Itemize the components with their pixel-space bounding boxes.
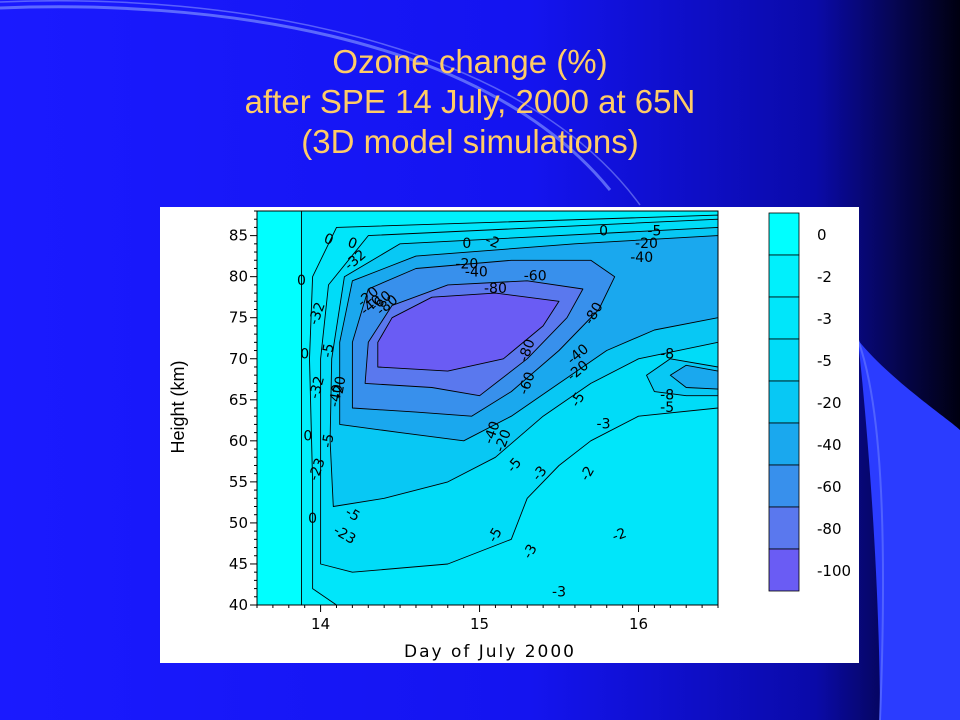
slide-corner-highlight: [857, 339, 885, 720]
contour-label: -5: [647, 224, 661, 240]
colorbar-label: -5: [817, 352, 832, 370]
x-tick-label: 16: [629, 615, 648, 633]
contour-label: -8: [660, 388, 674, 404]
contour-label: -8: [660, 347, 674, 363]
colorbar: 0 -2 -3 -5 -20 -40 -60 -80 -100: [768, 212, 851, 592]
y-tick-label: 40: [229, 596, 248, 614]
contour-label: -40: [481, 419, 504, 446]
y-tick-label: 80: [229, 268, 248, 286]
y-tick-label: 85: [229, 227, 248, 245]
contour-label: 0: [303, 429, 312, 445]
contour-label: -40: [465, 265, 488, 281]
colorbar-label: -100: [817, 562, 851, 580]
contour-label: 0: [300, 347, 309, 363]
contour-label: -20: [455, 256, 478, 272]
contour-label: -60: [516, 370, 539, 397]
contour-label: -32: [306, 300, 329, 327]
colorbar-label: -3: [817, 310, 832, 328]
contour-label: -3: [552, 585, 566, 601]
contour-label: 0: [462, 236, 471, 252]
contour-label: -23: [306, 456, 329, 483]
colorbar-label: -2: [817, 268, 832, 286]
colorbar-swatch: [768, 338, 800, 382]
colorbar-swatch: [768, 380, 800, 424]
contour-label: -2: [483, 232, 502, 252]
plot-area: [257, 211, 718, 605]
contour-label: -40: [630, 250, 653, 266]
title-line-1: Ozone change (%): [332, 43, 608, 80]
colorbar-swatch: [768, 254, 800, 298]
y-tick-label: 55: [229, 473, 248, 491]
slide-corner-shape: [858, 340, 960, 720]
x-tick-label: 15: [470, 615, 489, 633]
contour-label: -5: [568, 390, 589, 410]
contour-label: 0: [297, 273, 306, 289]
colorbar-label: -40: [817, 436, 842, 454]
colorbar-swatch: [768, 548, 800, 592]
colorbar-swatch: [768, 506, 800, 550]
contour-label: -60: [524, 269, 547, 285]
contour-label: -20: [492, 427, 515, 454]
y-tick-label: 65: [229, 391, 248, 409]
contour-label: 0: [599, 224, 608, 240]
contour-label: -2: [577, 464, 598, 484]
y-axis: 40 45 50 55 60 65 70 75 80 85: [229, 210, 257, 614]
x-axis-label: Day of July 2000: [404, 642, 576, 662]
colorbar-label: 0: [817, 226, 827, 244]
contour-label: -40: [327, 383, 347, 408]
contour-label: -5: [319, 342, 337, 359]
colorbar-label: -60: [817, 478, 842, 496]
contour-region: [377, 292, 560, 372]
contour-label: -3: [520, 542, 541, 562]
contour-label: -80: [484, 281, 507, 297]
x-tick-label: 14: [311, 615, 330, 633]
contour-chart: 0 0 0 0 0 0 -32 -32 -32 -5 -5 -23 -5 -23 -20 -40 -20 -40-…: [160, 207, 859, 663]
colorbar-swatch: [768, 296, 800, 340]
y-tick-label: 70: [229, 350, 248, 368]
contour-label: -80: [516, 337, 539, 364]
contour-label: -32: [307, 374, 328, 400]
y-axis-label: Height (km): [168, 360, 188, 453]
colorbar-swatch: [768, 422, 800, 466]
slide-title: Ozone change (%) after SPE 14 July, 2000…: [0, 42, 940, 162]
title-line-3: (3D model simulations): [301, 123, 639, 160]
contour-label: -3: [597, 416, 611, 432]
contour-label: -5: [342, 504, 362, 525]
contour-label: -5: [319, 433, 337, 450]
title-line-2: after SPE 14 July, 2000 at 65N: [244, 83, 696, 120]
contour-label: -5: [485, 525, 506, 545]
y-tick-label: 45: [229, 555, 248, 573]
y-tick-label: 50: [229, 514, 248, 532]
contour-region: [669, 364, 718, 390]
y-tick-label: 75: [229, 309, 248, 327]
contour-label: -20: [635, 236, 658, 252]
contour-label: -2: [610, 525, 629, 545]
colorbar-swatch: [768, 464, 800, 508]
contour-label: 0: [308, 511, 317, 527]
colorbar-swatch: [768, 212, 800, 256]
y-tick-label: 60: [229, 432, 248, 450]
x-axis: 14 15 16: [256, 604, 719, 633]
contour-label: -5: [660, 400, 674, 416]
colorbar-label: -80: [817, 520, 842, 538]
contour-label: -20: [330, 375, 350, 400]
colorbar-label: -20: [817, 394, 842, 412]
